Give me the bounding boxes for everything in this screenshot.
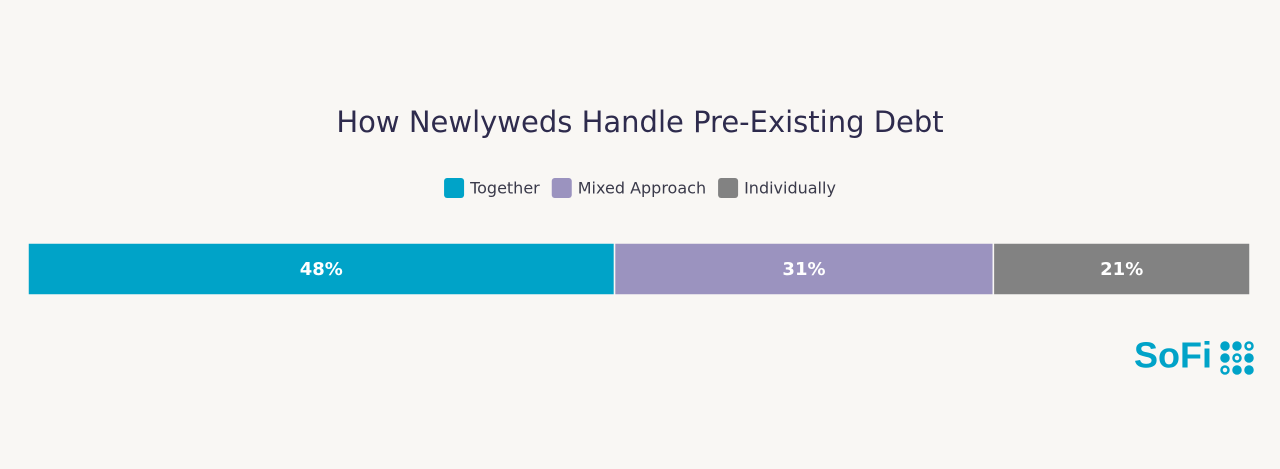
logo: SoFi <box>1134 335 1212 376</box>
legend-label: Individually <box>744 179 836 198</box>
chart-title: How Newlyweds Handle Pre-Existing Debt <box>336 105 943 139</box>
data-label: 31% <box>782 259 825 280</box>
legend-label: Together <box>469 179 540 198</box>
legend-label: Mixed Approach <box>578 179 706 198</box>
bar-segment <box>992 242 1251 296</box>
bar-segment <box>27 242 616 296</box>
legend-swatch <box>551 178 572 198</box>
data-label: 48% <box>300 259 343 280</box>
legend-swatch <box>444 178 465 198</box>
legend-swatch <box>718 178 739 198</box>
logo-icon <box>1220 341 1254 375</box>
bar-segment <box>613 242 995 296</box>
data-label: 21% <box>1100 259 1143 280</box>
